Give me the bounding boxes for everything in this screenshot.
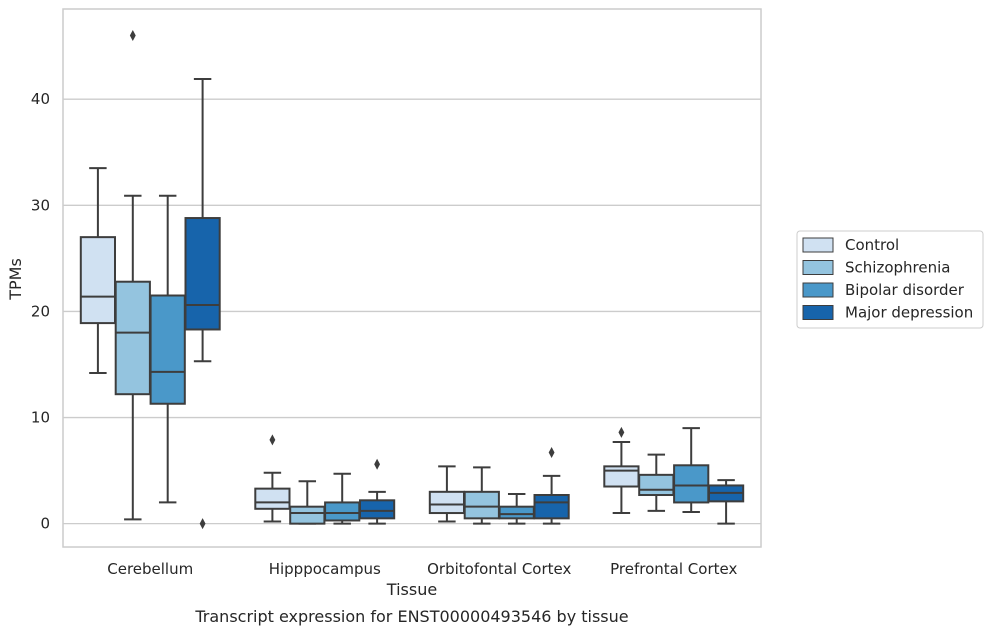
outlier-point-0 (199, 518, 206, 530)
box-iqr (603, 465, 640, 488)
legend-swatch-1 (802, 260, 834, 275)
y-tick-label-10: 10 (31, 409, 50, 427)
legend-label-2: Bipolar disorder (845, 281, 965, 299)
box-series-layer (79, 30, 745, 530)
box-iqr (498, 505, 535, 520)
box-iqr (358, 499, 396, 520)
box-3-0 (184, 78, 221, 530)
box-0-0 (79, 167, 117, 374)
box-iqr (79, 236, 117, 325)
box-1-2 (463, 466, 500, 525)
series-1 (114, 30, 675, 525)
plot-frame (62, 8, 762, 548)
box-iqr (463, 490, 500, 520)
y-tick-label-20: 20 (31, 302, 50, 320)
box-iqr (638, 473, 675, 497)
outlier-point-0 (129, 30, 136, 42)
x-axis-label: Tissue (386, 580, 437, 599)
box-2-0 (149, 194, 186, 504)
box-3-3 (707, 479, 745, 525)
box-iqr (428, 490, 466, 515)
x-tick-labels: Cerebellum Hipppocampus Orbitofontal Corte… (107, 560, 737, 578)
x-tick-label-3: Prefrontal Cortex (610, 560, 737, 578)
y-tick-label-40: 40 (31, 90, 50, 108)
legend-swatch-2 (802, 282, 834, 298)
x-tick-label-0: Cerebellum (107, 560, 193, 578)
box-3-2 (533, 447, 570, 525)
series-2 (149, 194, 710, 525)
x-tick-label-2: Orbitofontal Cortex (427, 560, 571, 578)
box-iqr (254, 487, 291, 510)
legend: Control Schizophrenia Bipolar disorder Majo… (796, 230, 984, 329)
box-iqr (289, 505, 326, 525)
box-2-3 (673, 427, 710, 513)
outlier-point-0 (618, 426, 625, 438)
box-1-3 (638, 453, 675, 512)
legend-frame (796, 230, 984, 329)
y-tick-label-30: 30 (31, 196, 50, 214)
box-1-1 (289, 480, 326, 525)
outlier-point-0 (269, 434, 276, 446)
series-3 (184, 78, 745, 530)
box-1-0 (114, 30, 151, 521)
box-0-3 (603, 426, 640, 515)
box-0-1 (254, 434, 291, 523)
y-axis-label: TPMs (6, 258, 25, 301)
legend-label-3: Major depression (845, 304, 973, 322)
box-iqr (533, 494, 570, 520)
box-iqr (184, 217, 221, 331)
box-iqr (149, 294, 186, 405)
box-2-1 (324, 472, 361, 525)
legend-label-0: Control (845, 236, 899, 254)
box-3-1 (358, 458, 396, 525)
outlier-point-0 (374, 458, 381, 470)
box-0-2 (428, 465, 466, 523)
x-tick-label-1: Hipppocampus (269, 560, 381, 578)
box-iqr (673, 464, 710, 504)
outlier-point-0 (548, 447, 555, 459)
box-iqr (114, 280, 151, 396)
box-2-2 (498, 492, 535, 525)
y-tick-label-0: 0 (40, 515, 50, 533)
legend-swatch-0 (802, 237, 834, 253)
box-iqr (324, 501, 361, 522)
legend-entries: Control Schizophrenia Bipolar disorder Majo… (802, 236, 973, 322)
legend-label-1: Schizophrenia (845, 259, 950, 277)
series-0 (79, 167, 640, 523)
legend-swatch-3 (802, 305, 834, 320)
figure-caption: Transcript expression for ENST0000049354… (194, 607, 628, 626)
y-tick-labels: 0 10 20 30 40 (31, 90, 50, 532)
